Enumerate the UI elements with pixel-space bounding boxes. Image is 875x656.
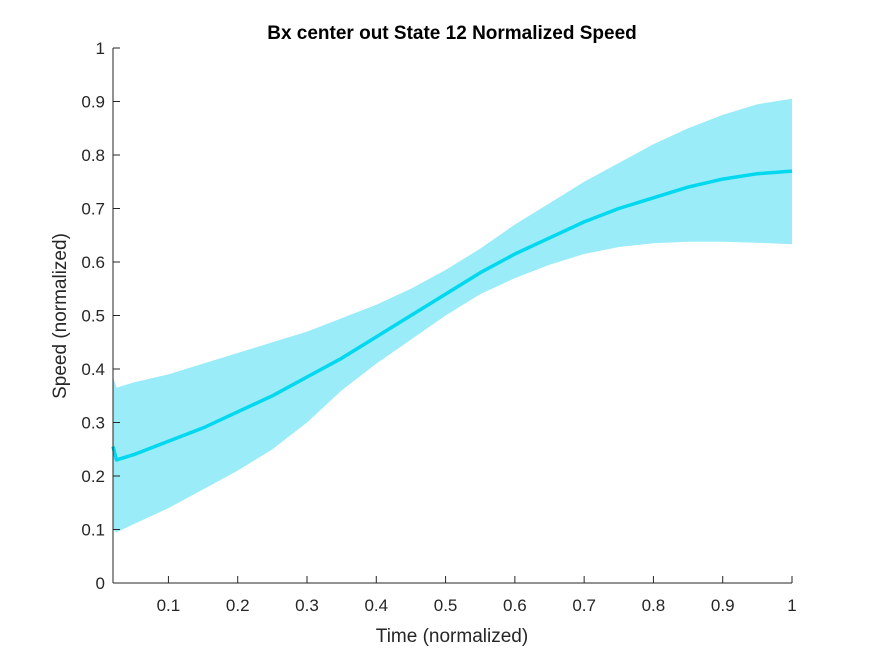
plot-area bbox=[111, 98, 793, 533]
x-tick-label: 0.2 bbox=[226, 596, 250, 615]
x-tick-label: 0.6 bbox=[503, 596, 527, 615]
x-tick-label: 0.7 bbox=[572, 596, 596, 615]
chart-title: Bx center out State 12 Normalized Speed bbox=[267, 23, 637, 44]
confidence-band bbox=[113, 98, 792, 533]
y-axis: 0 0.1 0.2 0.3 0.4 0.5 0.6 0.7 0.8 0.9 1 bbox=[81, 39, 120, 593]
y-tick-label: 0 bbox=[96, 574, 105, 593]
y-tick-label: 0.7 bbox=[81, 200, 105, 219]
y-tick-label: 0.4 bbox=[81, 360, 105, 379]
x-tick-label: 0.9 bbox=[711, 596, 735, 615]
x-tick-label: 1 bbox=[787, 596, 796, 615]
y-tick-label: 0.2 bbox=[81, 467, 105, 486]
y-axis-label: Speed (normalized) bbox=[50, 233, 71, 399]
y-tick-label: 1 bbox=[96, 39, 105, 58]
y-tick-label: 0.6 bbox=[81, 253, 105, 272]
y-tick-label: 0.9 bbox=[81, 93, 105, 112]
x-tick-label: 0.1 bbox=[157, 596, 181, 615]
mean-speed-line bbox=[111, 169, 793, 462]
x-tick-label: 0.4 bbox=[364, 596, 388, 615]
y-tick-label: 0.3 bbox=[81, 414, 105, 433]
x-axis-label: Time (normalized) bbox=[376, 626, 528, 647]
x-tick-label: 0.5 bbox=[434, 596, 458, 615]
y-tick-label: 0.8 bbox=[81, 146, 105, 165]
y-tick-label: 0.5 bbox=[81, 307, 105, 326]
y-tick-label: 0.1 bbox=[81, 521, 105, 540]
x-tick-label: 0.3 bbox=[295, 596, 319, 615]
x-tick-label: 0.8 bbox=[642, 596, 666, 615]
x-axis: 0.1 0.2 0.3 0.4 0.5 0.6 0.7 0.8 0.9 1 bbox=[113, 576, 797, 615]
